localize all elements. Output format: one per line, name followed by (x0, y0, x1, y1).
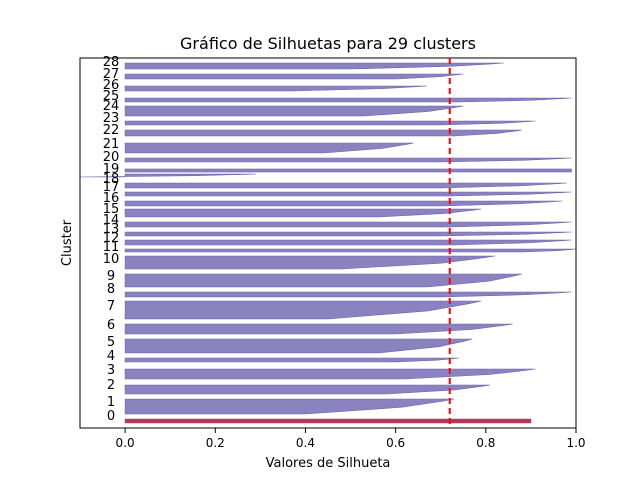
cluster-labels: 0123456789101112131415161718192021222324… (103, 55, 120, 424)
cluster-23-band (124, 120, 536, 126)
y-axis-label: Cluster (60, 219, 75, 266)
plot-frame (79, 57, 577, 429)
cluster-extra-band (124, 168, 572, 173)
x-tick-label: 0.8 (476, 436, 495, 450)
x-axis-label: Valores de Silhueta (266, 456, 391, 471)
cluster-1-band (124, 398, 455, 415)
cluster-label-28: 28 (103, 55, 120, 70)
x-tick-label: 1.0 (566, 436, 585, 450)
cluster-12-band (124, 239, 572, 246)
x-tick-label: 0.0 (116, 436, 135, 450)
cluster-label-24: 24 (103, 99, 120, 114)
cluster-label-23: 23 (103, 111, 120, 126)
cluster-21-band (124, 142, 414, 154)
cluster-label-2: 2 (107, 378, 115, 393)
cluster-13-band (124, 231, 572, 237)
cluster-2-band (124, 384, 491, 395)
cluster-3-band (124, 368, 536, 380)
cluster-20-band (124, 157, 572, 163)
cluster-label-19: 19 (103, 162, 120, 177)
cluster-17-band (124, 191, 572, 197)
cluster-14-band (124, 221, 572, 228)
cluster-label-13: 13 (103, 222, 120, 237)
cluster-10-band (124, 255, 495, 270)
cluster-label-25: 25 (103, 89, 120, 104)
cluster-18-band (124, 182, 568, 189)
cluster-label-10: 10 (103, 252, 120, 267)
cluster-label-17: 17 (103, 180, 120, 195)
silhouette-bars (79, 62, 577, 424)
cluster-label-14: 14 (103, 213, 120, 228)
cluster-label-12: 12 (103, 231, 120, 246)
cluster-9-band (124, 273, 522, 288)
cluster-25-band (124, 97, 572, 103)
x-tick-label: 0.6 (386, 436, 405, 450)
cluster-label-18: 18 (103, 172, 120, 187)
cluster-label-20: 20 (103, 150, 120, 165)
x-axis-ticks: 0.0 0.2 0.4 0.6 0.8 1.0 (116, 428, 586, 450)
cluster-label-21: 21 (103, 137, 120, 152)
chart-title: Gráfico de Silhuetas para 29 clusters (180, 34, 476, 53)
cluster-label-6: 6 (107, 318, 115, 333)
x-tick-label: 0.4 (296, 436, 315, 450)
cluster-7-band (124, 300, 482, 320)
cluster-28-band (124, 62, 504, 70)
cluster-22-band (124, 129, 522, 137)
cluster-label-26: 26 (103, 78, 120, 93)
cluster-19-band (79, 173, 256, 178)
cluster-label-3: 3 (107, 363, 115, 378)
cluster-0-band (124, 418, 532, 424)
x-tick-label: 0.2 (206, 436, 225, 450)
cluster-label-16: 16 (103, 191, 120, 206)
cluster-label-4: 4 (107, 349, 115, 364)
cluster-label-8: 8 (107, 282, 115, 297)
cluster-label-1: 1 (107, 395, 115, 410)
cluster-label-9: 9 (107, 269, 115, 284)
cluster-label-22: 22 (103, 123, 120, 138)
cluster-6-band (124, 323, 513, 335)
cluster-label-11: 11 (103, 240, 120, 255)
cluster-27-band (124, 73, 464, 80)
cluster-label-27: 27 (103, 67, 120, 82)
cluster-label-5: 5 (107, 335, 115, 350)
cluster-4-band (124, 357, 459, 363)
cluster-15-band (124, 208, 482, 218)
cluster-16-band (124, 200, 563, 207)
cluster-8-band (124, 291, 572, 298)
cluster-label-7: 7 (107, 299, 115, 314)
cluster-24-band (124, 105, 464, 117)
cluster-label-15: 15 (103, 202, 120, 217)
cluster-label-0: 0 (107, 409, 115, 424)
cluster-5-band (124, 338, 473, 354)
cluster-11-band (124, 248, 577, 253)
cluster-26-band (124, 85, 428, 92)
